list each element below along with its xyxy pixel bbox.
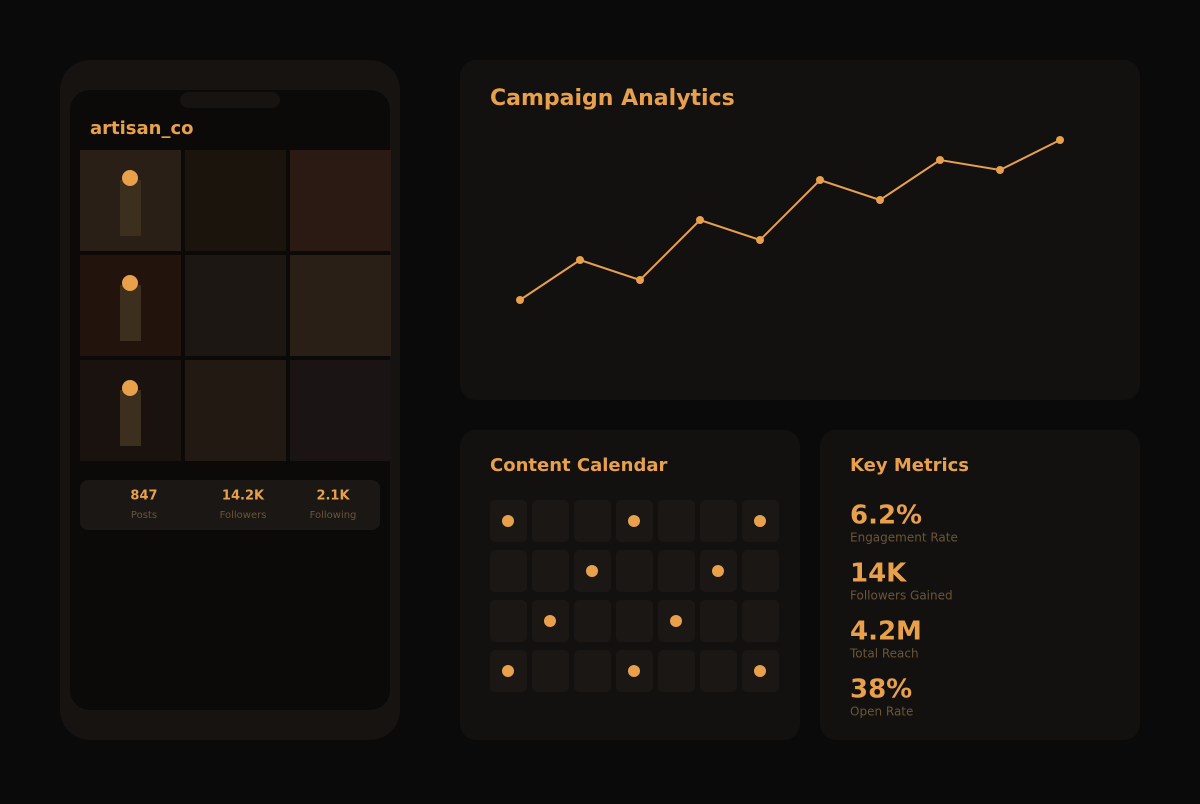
scheduled-post bbox=[712, 565, 724, 577]
metrics-card bbox=[820, 430, 1140, 740]
post-tile[interactable] bbox=[290, 255, 391, 356]
calendar-cell[interactable] bbox=[574, 600, 611, 642]
metric-label: Engagement Rate bbox=[850, 531, 958, 545]
scheduled-post bbox=[586, 565, 598, 577]
scheduled-post bbox=[628, 665, 640, 677]
point bbox=[876, 196, 884, 204]
point bbox=[516, 296, 524, 304]
scheduled-post bbox=[502, 515, 514, 527]
calendar-cell[interactable] bbox=[574, 500, 611, 542]
calendar-cell[interactable] bbox=[658, 650, 695, 692]
point bbox=[936, 156, 944, 164]
stat-value: 14.2K bbox=[222, 489, 265, 504]
calendar-cell[interactable] bbox=[742, 550, 779, 592]
stat-label: Following bbox=[310, 510, 357, 521]
stat-label: Followers bbox=[220, 510, 267, 521]
calendar-cell[interactable] bbox=[574, 650, 611, 692]
calendar-cell[interactable] bbox=[532, 550, 569, 592]
point bbox=[696, 216, 704, 224]
product-figure bbox=[122, 380, 138, 396]
point bbox=[576, 256, 584, 264]
point bbox=[636, 276, 644, 284]
stat-label: Posts bbox=[131, 510, 157, 521]
stats-box bbox=[80, 480, 380, 530]
calendar-grid bbox=[490, 500, 779, 692]
line bbox=[519, 139, 1061, 301]
calendar-title: Content Calendar bbox=[490, 455, 667, 476]
product-figure bbox=[122, 170, 138, 186]
post-tile[interactable] bbox=[185, 360, 286, 461]
scheduled-post bbox=[502, 665, 514, 677]
post-tile[interactable] bbox=[185, 255, 286, 356]
username: artisan_co bbox=[90, 118, 194, 139]
metric-label: Followers Gained bbox=[850, 589, 953, 603]
phone-notch bbox=[180, 92, 280, 108]
metrics-title: Key Metrics bbox=[850, 455, 969, 476]
stat-value: 2.1K bbox=[316, 489, 350, 504]
post-tile[interactable] bbox=[290, 360, 391, 461]
scheduled-post bbox=[670, 615, 682, 627]
point bbox=[756, 236, 764, 244]
product-figure bbox=[120, 390, 141, 446]
scheduled-post bbox=[628, 515, 640, 527]
point bbox=[996, 166, 1004, 174]
calendar-cell[interactable] bbox=[658, 550, 695, 592]
chart bbox=[516, 136, 1064, 304]
post-tile[interactable] bbox=[185, 150, 286, 251]
metric-value: 4.2M bbox=[850, 617, 922, 647]
chart-title: Campaign Analytics bbox=[490, 86, 735, 111]
product-figure bbox=[122, 275, 138, 291]
stat-value: 847 bbox=[130, 489, 157, 504]
scheduled-post bbox=[544, 615, 556, 627]
calendar-cell[interactable] bbox=[658, 500, 695, 542]
metric-value: 14K bbox=[850, 559, 907, 589]
calendar-cell[interactable] bbox=[532, 500, 569, 542]
product-figure bbox=[120, 285, 141, 341]
post-grid bbox=[80, 150, 391, 461]
metric-label: Open Rate bbox=[850, 705, 913, 719]
scheduled-post bbox=[754, 665, 766, 677]
calendar-cell[interactable] bbox=[532, 650, 569, 692]
calendar-cell[interactable] bbox=[616, 600, 653, 642]
calendar-cell[interactable] bbox=[490, 600, 527, 642]
calendar-cell[interactable] bbox=[700, 650, 737, 692]
metric-value: 6.2% bbox=[850, 501, 922, 531]
post-tile[interactable] bbox=[290, 150, 391, 251]
calendar-cell[interactable] bbox=[616, 550, 653, 592]
point bbox=[816, 176, 824, 184]
calendar-cell[interactable] bbox=[742, 600, 779, 642]
analytics-card bbox=[460, 60, 1140, 400]
calendar-cell[interactable] bbox=[700, 500, 737, 542]
scheduled-post bbox=[754, 515, 766, 527]
point bbox=[1056, 136, 1064, 144]
metric-value: 38% bbox=[850, 675, 912, 705]
calendar-cell[interactable] bbox=[490, 550, 527, 592]
product-figure bbox=[120, 180, 141, 236]
calendar-cell[interactable] bbox=[700, 600, 737, 642]
metric-label: Total Reach bbox=[849, 647, 919, 661]
stats: 847 Posts 14.2K Followers 2.1K Following bbox=[130, 489, 356, 522]
